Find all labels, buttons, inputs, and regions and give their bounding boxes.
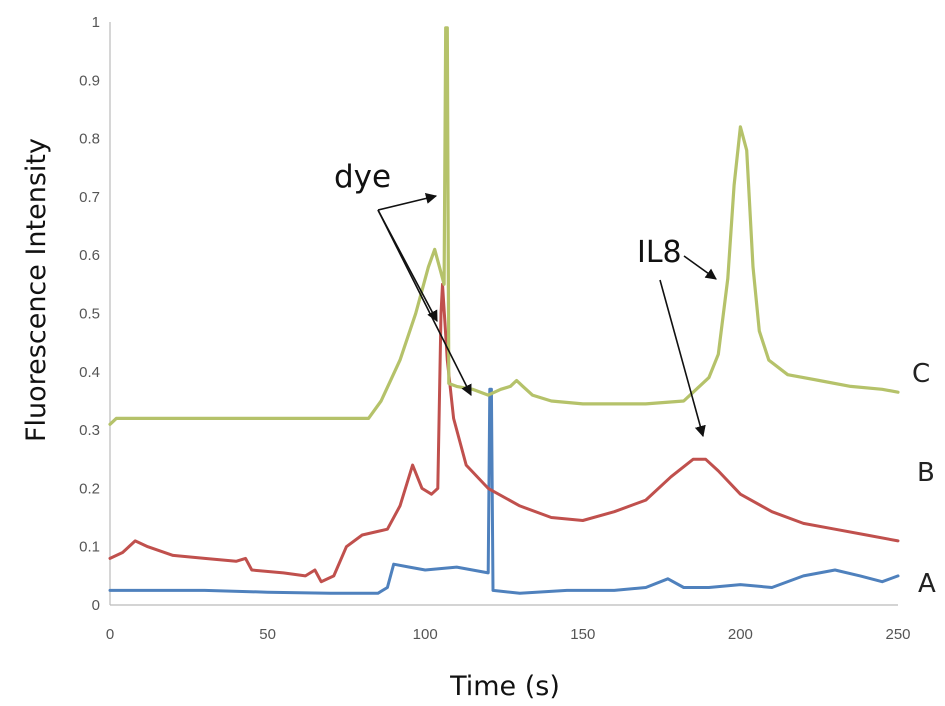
series-label-a: A <box>918 569 936 599</box>
x-tick-labels: 0 50 100 150 200 250 <box>106 626 911 643</box>
x-tick-label: 50 <box>259 626 276 643</box>
series-label-b: B <box>917 458 935 488</box>
y-tick-labels: 0 0.1 0.2 0.3 0.4 0.5 0.6 0.7 0.8 0.9 1 <box>79 14 100 614</box>
y-tick-label: 1 <box>92 14 100 31</box>
y-tick-label: 0.9 <box>79 72 100 89</box>
y-tick-label: 0.1 <box>79 539 100 556</box>
il8-arrow-c <box>683 255 717 280</box>
dye-arrow-a <box>377 209 472 397</box>
il8-arrow-b <box>659 279 706 438</box>
dye-annotation: dye <box>334 159 391 195</box>
x-axis-title: Time (s) <box>449 671 560 702</box>
dye-arrow-c <box>377 192 438 211</box>
y-tick-label: 0.6 <box>79 247 100 264</box>
y-tick-label: 0.3 <box>79 422 100 439</box>
y-tick-label: 0.5 <box>79 306 100 323</box>
y-axis-title: Fluorescence Intensity <box>21 138 52 442</box>
series-label-c: C <box>912 359 930 389</box>
y-tick-label: 0.4 <box>79 364 100 381</box>
y-tick-label: 0 <box>92 597 100 614</box>
il8-annotation: IL8 <box>637 235 682 270</box>
annotations: dye IL8 C B A <box>334 159 936 599</box>
y-tick-label: 0.7 <box>79 189 100 206</box>
series-line-c <box>108 26 900 426</box>
x-tick-label: 100 <box>413 626 438 643</box>
y-tick-label: 0.8 <box>79 131 100 148</box>
series-lines <box>108 26 900 595</box>
x-tick-label: 150 <box>570 626 595 643</box>
series-line-b <box>108 282 900 584</box>
x-tick-label: 250 <box>885 626 910 643</box>
x-tick-label: 200 <box>728 626 753 643</box>
x-tick-label: 0 <box>106 626 114 643</box>
axes <box>109 22 898 606</box>
y-tick-label: 0.2 <box>79 480 100 497</box>
